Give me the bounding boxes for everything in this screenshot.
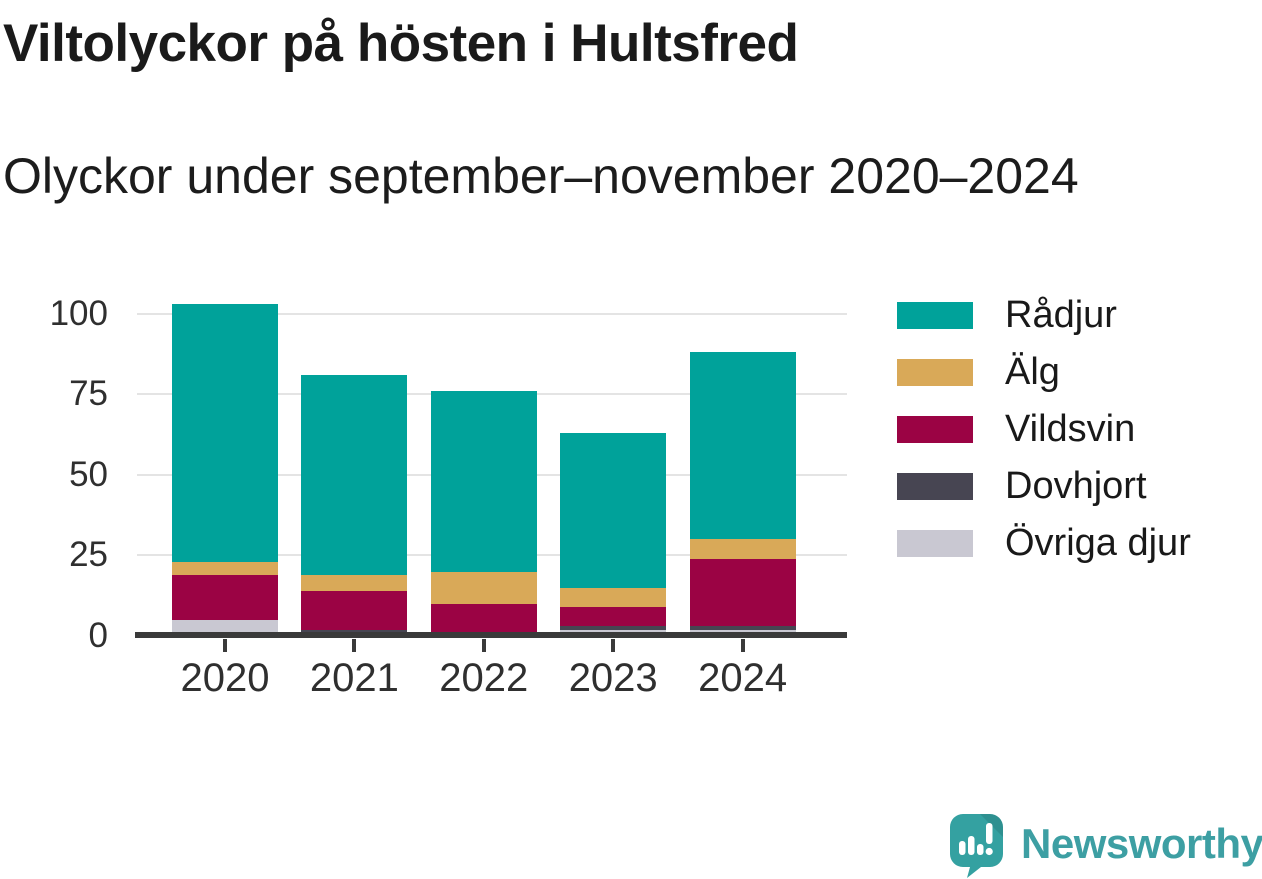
bar-2021-vildsvin [301,590,408,630]
legend-label: Dovhjort [1005,465,1147,507]
legend-swatch-dovhjort [897,473,973,500]
y-tick-label-100: 100 [49,293,108,333]
newsworthy-logo-icon [950,814,1003,878]
bar-2024-vildsvin [689,558,796,627]
y-axis-labels: 0 25 50 75 100 [0,274,108,655]
bar-2021-r-djur [301,374,408,575]
bar-2023--lg [560,587,667,607]
y-tick-label-25: 25 [69,535,108,575]
bar-2020--lg [172,561,278,575]
y-tick-label-50: 50 [69,454,108,494]
x-tick-label-2024: 2024 [698,656,788,700]
x-axis-line [135,632,847,638]
x-tick-2022 [481,639,486,652]
legend-item-r-djur: Rådjur [897,294,1191,336]
legend-item-dovhjort: Dovhjort [897,465,1191,507]
brand-footer: Newsworthy [950,814,1262,878]
bar-2021--lg [301,574,408,591]
x-tick-label-2022: 2022 [439,656,529,700]
chart-subtitle: Olyckor under september–november 2020–20… [3,148,1079,204]
legend-label: Älg [1005,351,1060,393]
legend-item--vriga-djur: Övriga djur [897,522,1191,564]
bar-2022-vildsvin [430,603,537,636]
bar-2020-r-djur [172,304,278,562]
legend-swatch-vildsvin [897,416,973,443]
bar-2020--vriga-djur [172,619,278,636]
gridline-100 [137,312,847,315]
y-tick-label-0: 0 [88,616,108,655]
legend-label: Rådjur [1005,294,1117,336]
bar-2022-r-djur [430,391,537,572]
legend-swatch-r-djur [897,302,973,329]
bar-2024--lg [689,539,796,559]
legend-item-vildsvin: Vildsvin [897,408,1191,450]
legend-swatch--lg [897,359,973,386]
bar-2023-vildsvin [560,607,667,627]
bar-2020-vildsvin [172,574,278,620]
bar-2023-dovhjort [560,626,667,630]
y-tick-label-75: 75 [69,374,108,414]
x-tick-label-2020: 2020 [180,656,270,700]
x-tick-label-2023: 2023 [568,656,658,700]
x-tick-label-2021: 2021 [309,656,399,700]
bar-2023-r-djur [560,432,667,588]
brand-name: Newsworthy [1021,820,1262,867]
plot-area: 2020 2021 2022 2023 2024 [135,274,847,700]
x-tick-2020 [223,639,227,652]
bar-2024-r-djur [689,352,796,540]
bar-2024-dovhjort [689,626,796,630]
x-tick-2024 [740,639,745,652]
bar-2022--lg [430,571,537,604]
legend-item--lg: Älg [897,351,1191,393]
legend-label: Övriga djur [1005,522,1191,564]
legend-label: Vildsvin [1005,408,1136,450]
x-tick-2023 [611,639,616,652]
chart-title: Viltolyckor på hösten i Hultsfred [3,14,799,73]
legend-swatch--vriga-djur [897,530,973,557]
x-tick-2021 [352,639,357,652]
legend: Rådjur Älg Vildsvin Dovhjort Övriga djur [897,294,1191,587]
